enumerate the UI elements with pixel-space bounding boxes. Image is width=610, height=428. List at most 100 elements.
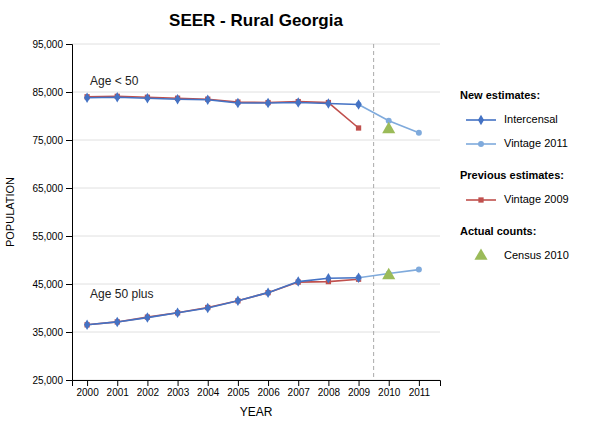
legend-swatch <box>478 141 484 147</box>
x-tick: 2004 <box>197 380 220 398</box>
axis-line <box>73 381 441 387</box>
series-marker <box>84 92 90 103</box>
tick-label: 35,000 <box>32 327 63 338</box>
series-marker <box>114 317 120 328</box>
tick-mark <box>66 332 72 333</box>
legend-swatch <box>478 115 484 126</box>
x-tick: 2003 <box>167 380 190 398</box>
tick-label: 65,000 <box>32 183 63 194</box>
marks <box>84 44 422 380</box>
x-tick: 2009 <box>348 380 371 398</box>
legend-label: Vintage 2011 <box>504 137 568 149</box>
x-tick: 2007 <box>288 380 311 398</box>
x-axis-title: YEAR <box>240 405 273 419</box>
series-marker <box>144 312 150 323</box>
series-marker <box>295 276 301 287</box>
tick-mark <box>298 380 299 386</box>
y-tick: 45,000 <box>32 279 72 290</box>
scatter-point <box>382 268 395 279</box>
series-marker <box>416 267 422 273</box>
series-marker <box>84 320 90 331</box>
tick-mark <box>328 380 329 386</box>
series-marker <box>205 94 211 105</box>
x-tick: 2010 <box>378 380 401 398</box>
grid <box>72 44 440 380</box>
y-tick: 25,000 <box>32 375 72 386</box>
series-marker <box>356 99 362 110</box>
tick-label: 2004 <box>197 387 220 398</box>
series-line <box>87 279 358 325</box>
tick-label: 2002 <box>137 387 160 398</box>
grid-line <box>72 188 440 189</box>
y-tick: 55,000 <box>32 231 72 242</box>
series-marker <box>416 130 422 136</box>
tick-mark <box>66 236 72 237</box>
annotation: Age 50 plus <box>90 287 153 301</box>
y-tick: 75,000 <box>32 135 72 146</box>
series-marker <box>114 92 120 103</box>
series-marker <box>325 98 331 109</box>
tick-label: 55,000 <box>32 231 63 242</box>
legend-item: Vintage 2009 <box>466 193 569 205</box>
x-tick: 2011 <box>409 380 431 398</box>
x-tick: 2000 <box>76 380 99 398</box>
tick-mark <box>208 380 209 386</box>
legend-label: Census 2010 <box>504 249 569 261</box>
series-marker <box>356 125 361 130</box>
series <box>84 92 362 110</box>
tick-mark <box>66 140 72 141</box>
x-tick: 2005 <box>227 380 250 398</box>
tick-label: 2009 <box>348 387 371 398</box>
y-tick: 35,000 <box>32 327 72 338</box>
grid-line <box>72 284 440 285</box>
x-tick: 2002 <box>137 380 160 398</box>
grid-line <box>72 44 440 45</box>
axis-line <box>66 45 73 381</box>
tick-mark <box>238 380 239 386</box>
chart: 2000 2001 2002 2003 2004 2005 2006 2007 2008 2009… <box>0 0 610 428</box>
legend-item: Intercensal <box>466 113 558 125</box>
tick-mark <box>359 380 360 386</box>
series-marker <box>356 272 362 283</box>
legend: New estimates: Intercensal Vintage 2011 Pre… <box>460 89 569 261</box>
x-tick: 2001 <box>107 380 130 398</box>
legend-label: Vintage 2009 <box>504 193 569 205</box>
series-line <box>87 96 358 128</box>
x-tick: 2006 <box>257 380 280 398</box>
series-marker <box>265 98 271 109</box>
series-marker <box>265 287 271 298</box>
grid-line <box>72 236 440 237</box>
tick-mark <box>268 380 269 386</box>
tick-label: 2008 <box>318 387 341 398</box>
tick-label: 2001 <box>107 387 130 398</box>
legend-group-title: Actual counts: <box>460 225 536 237</box>
y-axis-title: POPULATION <box>4 177 16 247</box>
tick-mark <box>87 380 88 386</box>
tick-label: 2010 <box>378 387 401 398</box>
y-tick: 65,000 <box>32 183 72 194</box>
tick-mark <box>66 44 72 45</box>
legend-item: Vintage 2011 <box>466 137 568 149</box>
legend-group-title: New estimates: <box>460 89 540 101</box>
legend-label: Intercensal <box>504 113 558 125</box>
tick-mark <box>66 380 72 381</box>
grid-line <box>72 140 440 141</box>
series-line <box>87 278 358 325</box>
x-tick: 2008 <box>318 380 341 398</box>
series-marker <box>295 97 301 108</box>
series-line <box>87 97 358 104</box>
scatter-point <box>382 122 395 133</box>
legend-swatch <box>478 197 483 202</box>
tick-mark <box>66 284 72 285</box>
tick-mark <box>117 380 118 386</box>
legend-group-title: Previous estimates: <box>460 169 564 181</box>
tick-label: 25,000 <box>32 375 63 386</box>
series <box>84 94 361 131</box>
tick-label: 85,000 <box>32 87 63 98</box>
tick-label: 45,000 <box>32 279 63 290</box>
series-marker <box>205 303 211 314</box>
tick-mark <box>389 380 390 386</box>
y-axis: 25,000 35,000 45,000 55,000 65,000 75,000 85,0… <box>32 39 72 386</box>
y-tick: 95,000 <box>32 39 72 50</box>
series-marker <box>235 296 241 307</box>
